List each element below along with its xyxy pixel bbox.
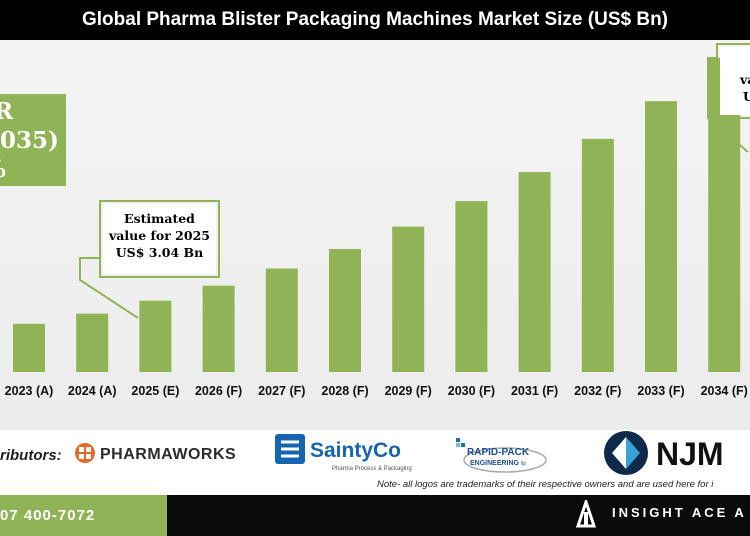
estimate-line-1: Estimated [124, 211, 195, 226]
phone-number[interactable]: 07 400-7072 [0, 495, 167, 536]
cagr-line-2: 2035) [0, 127, 59, 154]
chart-plot-area: 2023 (A) 2024 (A) 2025 (E) 2026 (F) 2027 (F)… [0, 40, 750, 430]
bar-6 [392, 226, 425, 372]
trademark-note: Note- all logos are trademarks of their … [377, 479, 714, 490]
footer-brand: INSIGHT ACE A [612, 505, 747, 520]
x-tick-label-9: 2032 (F) [574, 384, 621, 398]
chart-title: Global Pharma Blister Packaging Machines… [0, 0, 750, 40]
njm-logo: NJM [604, 431, 724, 475]
cagr-line-3: % [0, 156, 6, 183]
njm-logo-text: NJM [656, 436, 724, 472]
saintyco-logo-text: SaintyCo [310, 439, 401, 462]
forecast-callout: va U [720, 47, 750, 115]
bar-2 [139, 300, 172, 372]
saintyco-tagline: Pharma Process & Packaging [332, 466, 412, 472]
cagr-box: R 2035) % [0, 94, 66, 186]
rapid-pack-logo-text: RAPID-PACK [467, 447, 530, 458]
estimate-callout: Estimated value for 2025 US$ 3.04 Bn [103, 204, 216, 274]
pharmaworks-logo: PHARMAWORKS [75, 443, 236, 463]
forecast-line-2: U [743, 89, 750, 104]
estimate-callout-border [99, 200, 220, 278]
x-tick-label-2: 2025 (E) [131, 384, 179, 398]
estimate-line-2: value for 2025 [109, 228, 210, 243]
cagr-line-1: R [0, 98, 14, 125]
x-tick-label-4: 2027 (F) [258, 384, 305, 398]
saintyco-logo: SaintyCo Pharma Process & Packaging [275, 434, 412, 472]
rapid-pack-logo: RAPID-PACK ENGINEERING llp [456, 438, 547, 473]
bar-10 [645, 101, 677, 372]
forecast-line-1: va [740, 72, 750, 87]
distributors-strip: PHARMAWORKS SaintyCo Pharma Process & Pa… [0, 430, 750, 495]
bar-chart: 2023 (A) 2024 (A) 2025 (E) 2026 (F) 2027 (F)… [5, 57, 749, 398]
x-tick-label-6: 2029 (F) [385, 384, 432, 398]
rapid-pack-sub-text: ENGINEERING [470, 460, 520, 467]
bar-5 [329, 248, 361, 372]
forecast-connector-line [707, 57, 749, 153]
insight-ace-logo-icon [576, 500, 596, 528]
forecast-callout-border [716, 43, 750, 119]
rapid-pack-suffix-text: llp [521, 461, 526, 467]
bar-7 [455, 201, 488, 372]
x-tick-label-10: 2033 (F) [637, 384, 684, 398]
bar-9 [581, 138, 614, 372]
x-tick-label-1: 2024 (A) [68, 384, 117, 398]
bar-3 [202, 285, 235, 372]
bar-4 [265, 268, 298, 372]
pharmaworks-logo-text: PHARMAWORKS [100, 446, 236, 463]
x-tick-label-3: 2026 (F) [195, 384, 242, 398]
x-tick-label-7: 2030 (F) [448, 384, 495, 398]
estimate-connector-line [79, 257, 139, 319]
x-tick-label-8: 2031 (F) [511, 384, 558, 398]
x-tick-label-0: 2023 (A) [5, 384, 54, 398]
distributors-label: ributors: [0, 447, 62, 464]
bar-1 [76, 313, 109, 372]
bar-8 [518, 172, 551, 372]
bar-0 [13, 323, 45, 372]
x-tick-label-11: 2034 (F) [701, 384, 748, 398]
x-tick-label-5: 2028 (F) [321, 384, 368, 398]
estimate-line-3: US$ 3.04 Bn [115, 245, 204, 260]
